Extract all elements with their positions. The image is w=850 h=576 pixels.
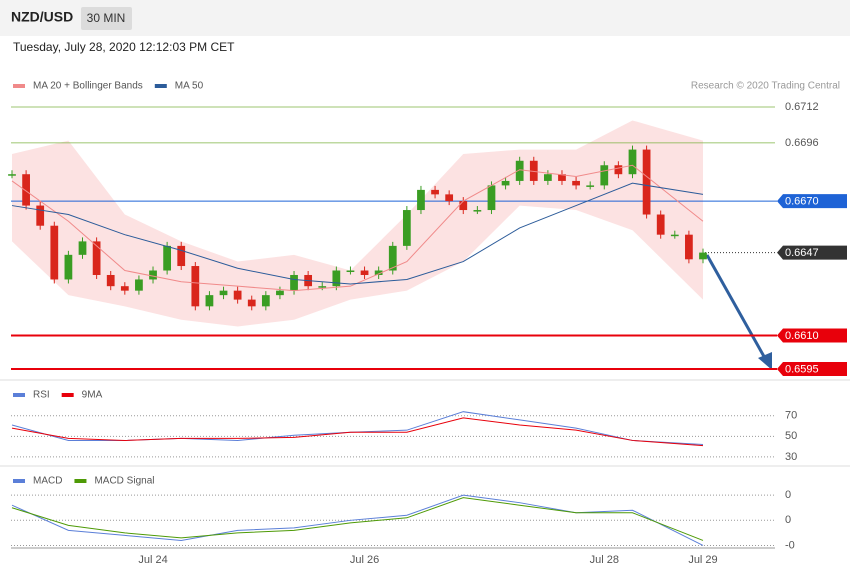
legend-label: MACD [33, 476, 62, 487]
candle [670, 234, 679, 237]
level-label: 0.6712 [785, 101, 819, 113]
y-tick-label: 0 [785, 514, 791, 526]
candle [699, 252, 707, 260]
level-label: 0.6610 [785, 330, 819, 342]
candle [120, 286, 129, 291]
x-tick-label: Jul 24 [138, 554, 167, 566]
legend-label: MACD Signal [94, 476, 154, 487]
legend-label: RSI [33, 390, 50, 401]
credit: Research © 2020 Trading Central [691, 81, 840, 92]
candle [473, 210, 482, 212]
indicator-line [11, 164, 704, 292]
y-tick-label: 50 [785, 430, 797, 442]
y-tick-label: -0 [785, 539, 795, 551]
legend-label: 9MA [82, 390, 103, 401]
legend-swatch [13, 393, 25, 397]
level-box [777, 328, 847, 343]
candle [247, 299, 256, 307]
candle [290, 274, 298, 291]
candle [64, 254, 73, 280]
level-box [777, 194, 847, 209]
level-label: 0.6595 [785, 363, 819, 375]
candle [191, 266, 200, 307]
candle [276, 290, 284, 296]
candle [135, 279, 143, 291]
legend-swatch [13, 479, 25, 483]
candle [177, 245, 186, 267]
candle [558, 174, 566, 181]
candle [529, 160, 538, 181]
candle [205, 295, 214, 307]
candle [487, 185, 496, 211]
candle [219, 290, 228, 296]
candle [332, 270, 341, 287]
candle [543, 174, 552, 181]
candle [318, 286, 327, 288]
symbol: NZD/USD [11, 9, 73, 25]
candle [50, 225, 59, 280]
level-label: 0.6647 [785, 247, 819, 259]
candle [8, 174, 16, 176]
candle [92, 241, 101, 275]
candle [106, 274, 115, 287]
candle [388, 245, 397, 271]
x-tick-label: Jul 26 [350, 554, 379, 566]
candle [572, 180, 580, 186]
candle [346, 270, 355, 273]
y-tick-label: 30 [785, 451, 797, 463]
indicator-line [11, 182, 704, 285]
candle [628, 149, 637, 175]
interval: 30 MIN [87, 11, 126, 25]
legend-swatch [74, 479, 87, 483]
candle [417, 189, 425, 211]
candle [78, 241, 87, 255]
candle [163, 245, 172, 271]
candle [36, 205, 45, 226]
candle [685, 234, 693, 260]
bollinger-band [12, 120, 703, 327]
timestamp: Tuesday, July 28, 2020 12:12:03 PM CET [13, 40, 235, 54]
candle [459, 201, 468, 211]
legend-swatch [61, 393, 74, 397]
candle [614, 165, 623, 175]
candle [642, 149, 651, 215]
candle [586, 185, 595, 187]
arrow-head [758, 352, 772, 370]
candle [402, 210, 411, 246]
x-tick-label: Jul 29 [688, 554, 717, 566]
forecast-arrow [705, 254, 768, 361]
candle [501, 180, 510, 186]
candle [360, 270, 369, 275]
candle [22, 174, 30, 206]
candle [445, 194, 454, 202]
candle [149, 270, 157, 280]
candle [374, 270, 383, 275]
candle [233, 290, 242, 300]
y-tick-label: 0 [785, 489, 791, 501]
level-box [777, 245, 847, 260]
level-box [777, 362, 847, 377]
interval-badge [81, 7, 132, 30]
legend-swatch [154, 84, 167, 88]
candle [261, 295, 270, 307]
legend-label: MA 20 + Bollinger Bands [33, 81, 143, 92]
candle [431, 189, 439, 195]
level-label: 0.6696 [785, 137, 819, 149]
legend-swatch [13, 84, 25, 88]
indicator-line [11, 417, 704, 447]
candle [600, 165, 609, 186]
indicator-line [11, 497, 704, 541]
candle [515, 160, 524, 181]
header-bar [0, 0, 850, 36]
y-tick-label: 70 [785, 410, 797, 422]
level-label: 0.6670 [785, 195, 819, 207]
x-tick-label: Jul 28 [590, 554, 619, 566]
legend-label: MA 50 [175, 81, 204, 92]
candle [656, 214, 665, 235]
